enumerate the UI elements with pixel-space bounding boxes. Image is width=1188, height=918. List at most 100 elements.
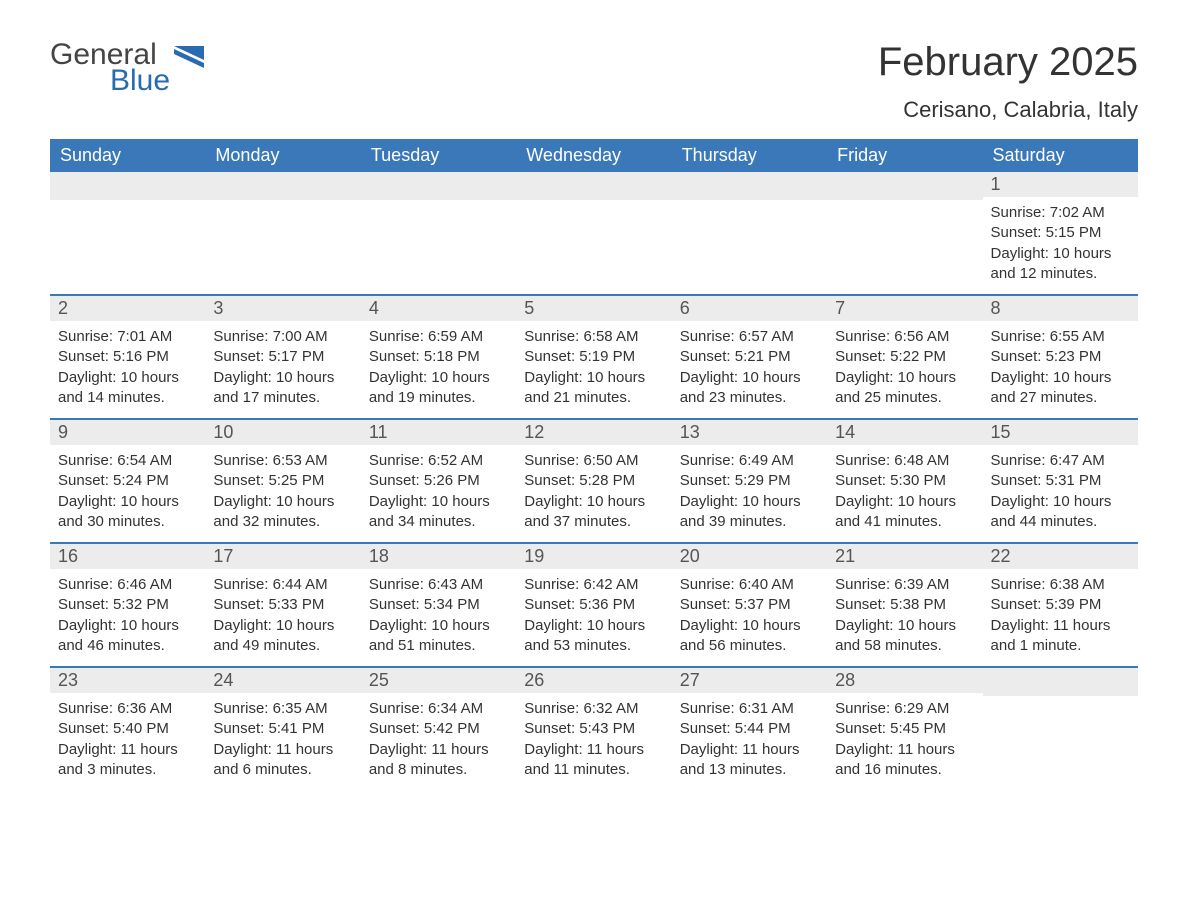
sunset-text: Sunset: 5:29 PM [680, 471, 819, 491]
day-body: Sunrise: 6:57 AMSunset: 5:21 PMDaylight:… [672, 321, 827, 418]
top-row: General Blue February 2025 Cerisano, Cal… [50, 40, 1138, 123]
sunrise-text: Sunrise: 6:38 AM [991, 575, 1130, 595]
header-wednesday: Wednesday [516, 139, 671, 172]
sunrise-text: Sunrise: 6:47 AM [991, 451, 1130, 471]
daylight-text: Daylight: 10 hours and 46 minutes. [58, 616, 197, 657]
sunset-text: Sunset: 5:45 PM [835, 719, 974, 739]
sunrise-text: Sunrise: 6:56 AM [835, 327, 974, 347]
day-body: Sunrise: 6:58 AMSunset: 5:19 PMDaylight:… [516, 321, 671, 418]
daylight-text: Daylight: 10 hours and 32 minutes. [213, 492, 352, 533]
daylight-text: Daylight: 10 hours and 37 minutes. [524, 492, 663, 533]
daylight-text: Daylight: 10 hours and 53 minutes. [524, 616, 663, 657]
day-number [672, 172, 827, 200]
header-tuesday: Tuesday [361, 139, 516, 172]
sunset-text: Sunset: 5:25 PM [213, 471, 352, 491]
day-body: Sunrise: 6:59 AMSunset: 5:18 PMDaylight:… [361, 321, 516, 418]
day-body: Sunrise: 6:54 AMSunset: 5:24 PMDaylight:… [50, 445, 205, 542]
daylight-text: Daylight: 10 hours and 27 minutes. [991, 368, 1130, 409]
sunset-text: Sunset: 5:18 PM [369, 347, 508, 367]
location: Cerisano, Calabria, Italy [878, 97, 1138, 123]
daylight-text: Daylight: 10 hours and 12 minutes. [991, 244, 1130, 285]
calendar: Sunday Monday Tuesday Wednesday Thursday… [50, 139, 1138, 790]
calendar-day: 25Sunrise: 6:34 AMSunset: 5:42 PMDayligh… [361, 668, 516, 790]
sunrise-text: Sunrise: 6:54 AM [58, 451, 197, 471]
sunset-text: Sunset: 5:17 PM [213, 347, 352, 367]
sunset-text: Sunset: 5:37 PM [680, 595, 819, 615]
calendar-day: 13Sunrise: 6:49 AMSunset: 5:29 PMDayligh… [672, 420, 827, 542]
sunset-text: Sunset: 5:39 PM [991, 595, 1130, 615]
logo-text: General Blue [50, 40, 170, 96]
day-number: 5 [516, 296, 671, 321]
day-body: Sunrise: 6:34 AMSunset: 5:42 PMDaylight:… [361, 693, 516, 790]
calendar-week: 23Sunrise: 6:36 AMSunset: 5:40 PMDayligh… [50, 666, 1138, 790]
day-body: Sunrise: 6:55 AMSunset: 5:23 PMDaylight:… [983, 321, 1138, 418]
calendar-day: 16Sunrise: 6:46 AMSunset: 5:32 PMDayligh… [50, 544, 205, 666]
day-number: 6 [672, 296, 827, 321]
calendar-day [516, 172, 671, 294]
daylight-text: Daylight: 10 hours and 58 minutes. [835, 616, 974, 657]
sunrise-text: Sunrise: 6:29 AM [835, 699, 974, 719]
day-number: 24 [205, 668, 360, 693]
sunrise-text: Sunrise: 6:59 AM [369, 327, 508, 347]
day-number: 15 [983, 420, 1138, 445]
calendar-day [361, 172, 516, 294]
calendar-day: 22 Sunrise: 6:38 AMSunset: 5:39 PMDayligh… [983, 544, 1138, 666]
calendar-day: 6Sunrise: 6:57 AMSunset: 5:21 PMDaylight… [672, 296, 827, 418]
calendar-day: 7Sunrise: 6:56 AMSunset: 5:22 PMDaylight… [827, 296, 982, 418]
sunset-text: Sunset: 5:40 PM [58, 719, 197, 739]
sunrise-text: Sunrise: 6:48 AM [835, 451, 974, 471]
calendar-day: 3Sunrise: 7:00 AMSunset: 5:17 PMDaylight… [205, 296, 360, 418]
daylight-text: Daylight: 10 hours and 23 minutes. [680, 368, 819, 409]
calendar-day [205, 172, 360, 294]
calendar-day: 5Sunrise: 6:58 AMSunset: 5:19 PMDaylight… [516, 296, 671, 418]
day-number: 26 [516, 668, 671, 693]
calendar-day [50, 172, 205, 294]
day-body: Sunrise: 6:47 AMSunset: 5:31 PMDaylight:… [983, 445, 1138, 542]
calendar-day: 15Sunrise: 6:47 AMSunset: 5:31 PMDayligh… [983, 420, 1138, 542]
calendar-body: 1Sunrise: 7:02 AMSunset: 5:15 PMDaylight… [50, 172, 1138, 790]
day-body: Sunrise: 6:49 AMSunset: 5:29 PMDaylight:… [672, 445, 827, 542]
daylight-text: Daylight: 10 hours and 25 minutes. [835, 368, 974, 409]
sunset-text: Sunset: 5:23 PM [991, 347, 1130, 367]
calendar-day: 10 Sunrise: 6:53 AMSunset: 5:25 PMDayligh… [205, 420, 360, 542]
day-number: 22 [983, 544, 1138, 569]
calendar-week: 16Sunrise: 6:46 AMSunset: 5:32 PMDayligh… [50, 542, 1138, 666]
calendar-day: 23Sunrise: 6:36 AMSunset: 5:40 PMDayligh… [50, 668, 205, 790]
day-number: 17 [205, 544, 360, 569]
sunset-text: Sunset: 5:19 PM [524, 347, 663, 367]
flag-icon [174, 46, 204, 68]
sunrise-text: Sunrise: 6:57 AM [680, 327, 819, 347]
daylight-text: Daylight: 10 hours and 19 minutes. [369, 368, 508, 409]
sunset-text: Sunset: 5:43 PM [524, 719, 663, 739]
day-body: Sunrise: 6:52 AMSunset: 5:26 PMDaylight:… [361, 445, 516, 542]
day-number: 3 [205, 296, 360, 321]
sunrise-text: Sunrise: 6:40 AM [680, 575, 819, 595]
calendar-day: 17Sunrise: 6:44 AMSunset: 5:33 PMDayligh… [205, 544, 360, 666]
calendar-day: 9Sunrise: 6:54 AMSunset: 5:24 PMDaylight… [50, 420, 205, 542]
day-number: 11 [361, 420, 516, 445]
day-body: Sunrise: 6:44 AMSunset: 5:33 PMDaylight:… [205, 569, 360, 666]
header-friday: Friday [827, 139, 982, 172]
sunset-text: Sunset: 5:30 PM [835, 471, 974, 491]
sunrise-text: Sunrise: 6:35 AM [213, 699, 352, 719]
sunrise-text: Sunrise: 6:46 AM [58, 575, 197, 595]
daylight-text: Daylight: 11 hours and 16 minutes. [835, 740, 974, 781]
day-number [516, 172, 671, 200]
title-block: February 2025 Cerisano, Calabria, Italy [878, 40, 1138, 123]
day-body: Sunrise: 6:48 AMSunset: 5:30 PMDaylight:… [827, 445, 982, 542]
calendar-day: 19Sunrise: 6:42 AMSunset: 5:36 PMDayligh… [516, 544, 671, 666]
calendar-day: 12Sunrise: 6:50 AMSunset: 5:28 PMDayligh… [516, 420, 671, 542]
daylight-text: Daylight: 11 hours and 1 minute. [991, 616, 1130, 657]
day-number: 14 [827, 420, 982, 445]
day-number [50, 172, 205, 200]
day-body: Sunrise: 6:40 AMSunset: 5:37 PMDaylight:… [672, 569, 827, 666]
daylight-text: Daylight: 11 hours and 11 minutes. [524, 740, 663, 781]
header-sunday: Sunday [50, 139, 205, 172]
sunset-text: Sunset: 5:38 PM [835, 595, 974, 615]
sunrise-text: Sunrise: 6:53 AM [213, 451, 352, 471]
day-body: Sunrise: 6:39 AMSunset: 5:38 PMDaylight:… [827, 569, 982, 666]
header-monday: Monday [205, 139, 360, 172]
sunrise-text: Sunrise: 7:01 AM [58, 327, 197, 347]
calendar-day [983, 668, 1138, 790]
day-number: 10 [205, 420, 360, 445]
